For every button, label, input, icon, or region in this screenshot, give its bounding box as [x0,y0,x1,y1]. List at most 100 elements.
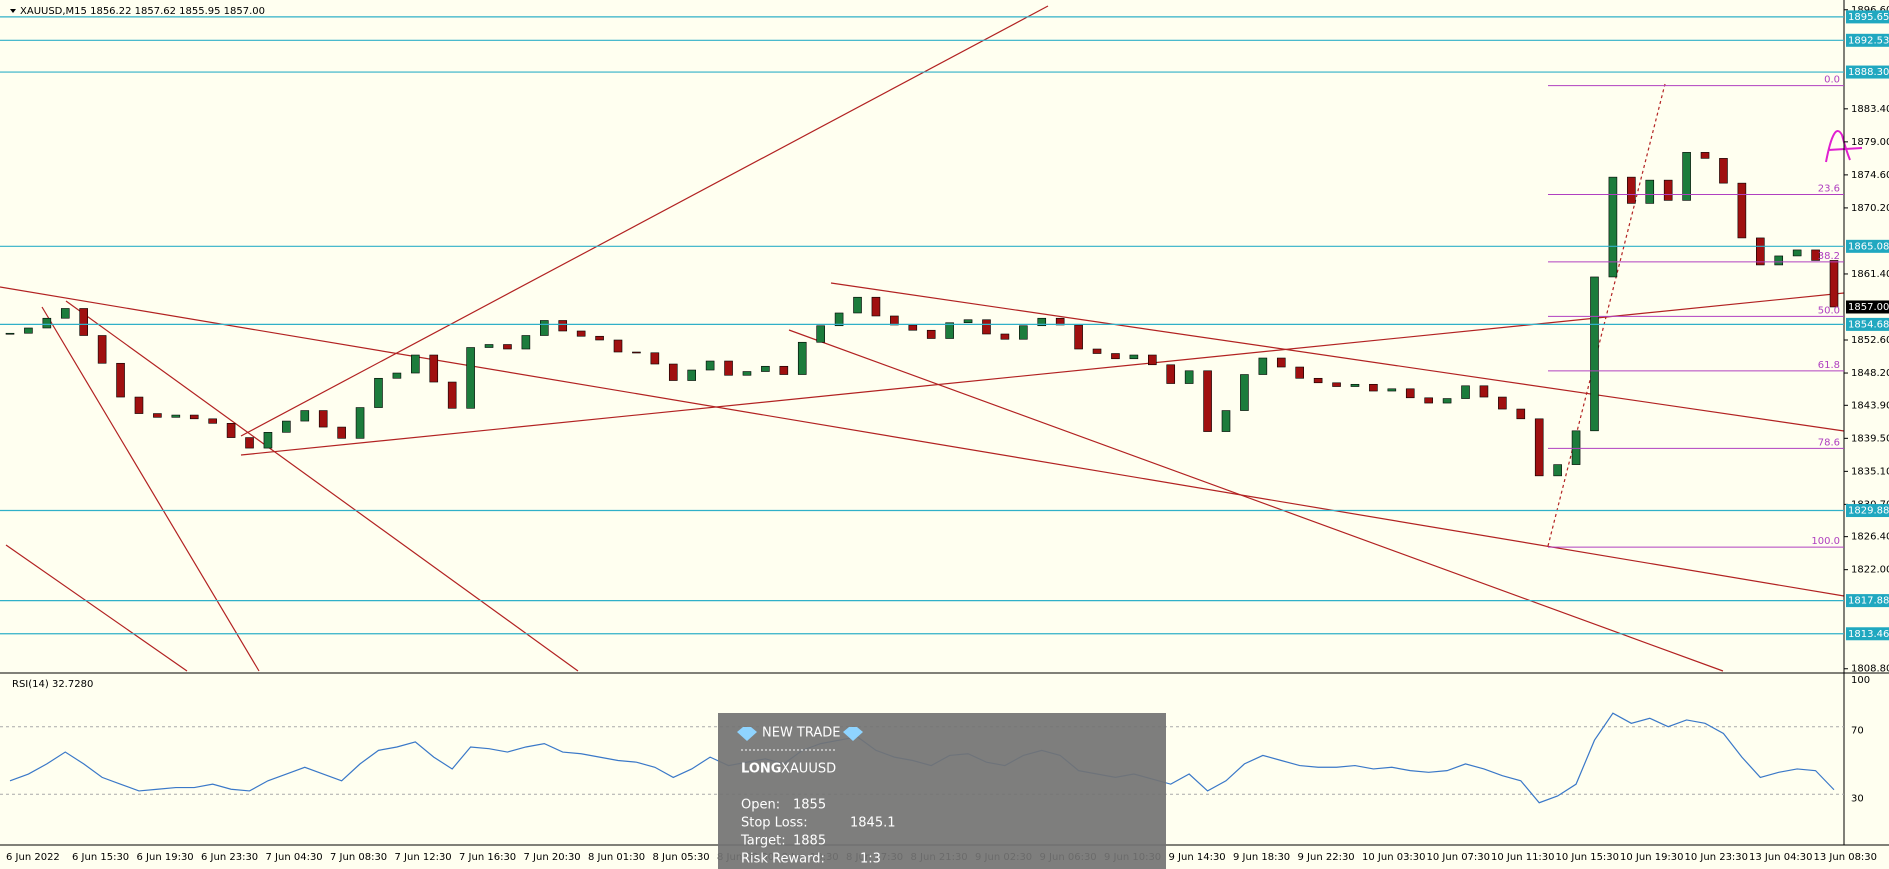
y-tick-label: 1870.20 [1851,203,1889,214]
candle [576,330,586,337]
candle [392,372,402,379]
candle [1332,382,1341,387]
level-tag [1846,65,1889,79]
candle [632,351,641,354]
candle [374,377,383,408]
trendlines [0,5,1845,672]
candle [687,369,696,381]
time-label: 8 Jun 01:30 [588,852,645,863]
y-tick-label: 1852.60 [1851,335,1889,346]
y-tick-label: 1826.40 [1851,532,1889,543]
panel-bg [718,713,1166,869]
y-tick-label: 1835.10 [1851,466,1889,477]
candle [1590,276,1599,432]
candle [79,308,88,336]
candle [1811,249,1820,261]
level-tag [1846,239,1889,253]
row-value: 1885 [793,834,826,849]
candle [1313,377,1323,384]
candle [540,320,549,336]
level-label: 1892.53 [1848,35,1889,46]
candle [853,296,862,314]
candle [1166,364,1176,384]
time-label: 6 Jun 15:30 [72,852,129,863]
candle [282,420,291,433]
time-label: 7 Jun 16:30 [459,852,516,863]
candle [1055,317,1065,326]
candle [1792,249,1802,257]
candle [42,317,52,329]
trade-symbol: XAUUSD [781,762,836,777]
rsi-tick-label: 70 [1851,726,1864,737]
time-label: 7 Jun 04:30 [266,852,323,863]
rsi-label: RSI(14) 32.7280 [12,679,93,690]
candle [926,329,936,339]
fib-label: 61.8 [1818,360,1840,371]
candle [97,335,107,364]
candle [595,335,604,341]
symbol-header: XAUUSD,M15 1856.22 1857.62 1855.95 1857.… [20,6,265,17]
y-tick-label: 1839.50 [1851,433,1889,444]
candle [982,319,991,335]
candle [1129,354,1139,360]
candle [1221,410,1231,432]
candle [1019,325,1028,340]
rsi-tick-label: 30 [1851,793,1864,804]
candle [226,423,236,438]
candle [503,344,512,350]
candle [318,410,328,428]
candle [134,396,144,414]
fib-label: 0.0 [1824,75,1840,86]
candle [355,407,365,439]
y-tick-label: 1843.90 [1851,400,1889,411]
time-label: 13 Jun 08:30 [1814,852,1878,863]
level-tag [1846,594,1889,608]
trendline [5,544,188,672]
fib-label: 38.2 [1818,251,1840,262]
fib-label: 100.0 [1811,536,1840,547]
level-label: 1829.88 [1848,506,1889,517]
diamond-icon [737,727,757,741]
candle [1534,418,1544,477]
row-label: Open: [741,798,780,813]
candle [779,365,789,375]
candle [613,339,623,353]
candle [484,344,494,348]
time-label: 7 Jun 12:30 [395,852,452,863]
candle [1092,348,1102,354]
candle [705,360,715,371]
row-value: 1845.1 [850,816,896,831]
candle [1111,353,1120,360]
candle [1258,357,1268,375]
y-tick-label: 1883.40 [1851,104,1889,115]
candle [189,414,199,420]
candle [300,410,310,422]
candle [1074,324,1083,350]
candle [337,426,346,439]
time-label: 9 Jun 14:30 [1169,852,1226,863]
y-tick-label: 1874.60 [1851,170,1889,181]
fib-label: 23.6 [1818,183,1840,194]
candle [724,360,733,376]
candle [1774,255,1784,266]
candle [1571,430,1581,465]
candle [945,322,954,339]
menu-triangle[interactable] [10,9,16,13]
fib-trend [1547,83,1666,547]
candle [153,413,162,418]
candle [1387,388,1397,392]
candle [797,341,807,375]
candle [60,308,70,319]
candle [871,296,881,317]
time-label: 10 Jun 07:30 [1427,852,1491,863]
candle [116,362,125,398]
candle [447,381,457,409]
candle [1645,179,1655,204]
trendline [788,329,1724,672]
candle [263,432,273,449]
trade-side: LONG [741,762,781,777]
level-label: 1854.68 [1848,319,1889,330]
y-tick-label: 1896.60 [1851,5,1889,16]
level-label: 1888.30 [1848,67,1889,78]
candle [1295,366,1304,379]
